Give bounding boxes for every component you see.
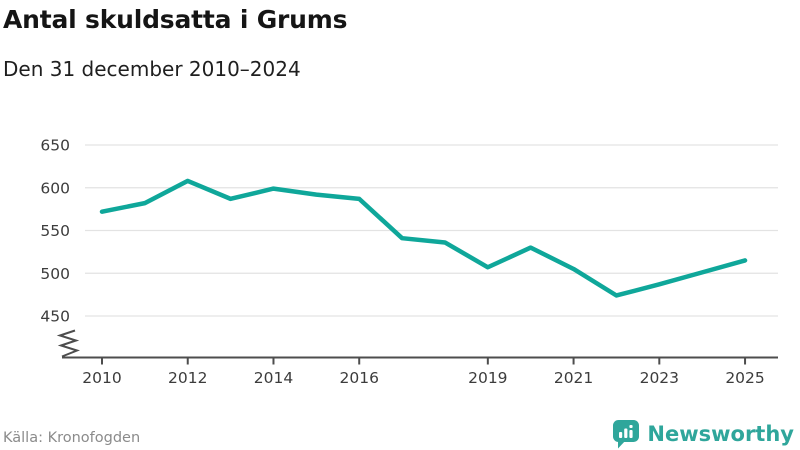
x-tick-label: 2010 — [82, 369, 121, 387]
y-tick-label: 550 — [40, 222, 70, 240]
x-tick-label: 2025 — [725, 369, 764, 387]
y-tick-label: 500 — [40, 265, 70, 283]
x-tick-label: 2016 — [339, 369, 378, 387]
newsworthy-brand-link[interactable]: Newsworthy — [612, 419, 794, 449]
y-tick-label: 450 — [40, 308, 70, 326]
chart-title: Antal skuldsatta i Grums — [3, 5, 348, 34]
x-tick-label: 2023 — [640, 369, 679, 387]
chart-subtitle: Den 31 december 2010–2024 — [3, 57, 301, 81]
source-credit: Källa: Kronofogden — [3, 430, 141, 446]
newsworthy-wordmark: Newsworthy — [647, 422, 794, 446]
x-tick-label: 2019 — [468, 369, 507, 387]
axis-break-icon — [56, 329, 80, 358]
y-tick-label: 650 — [40, 137, 70, 155]
x-tick-label: 2014 — [254, 369, 293, 387]
x-tick-label: 2021 — [554, 369, 593, 387]
newsworthy-logo-icon — [613, 420, 640, 449]
y-tick-label: 600 — [40, 179, 70, 197]
data-line-antal-skuldsatta — [99, 178, 748, 298]
x-tick-label: 2012 — [168, 369, 207, 387]
